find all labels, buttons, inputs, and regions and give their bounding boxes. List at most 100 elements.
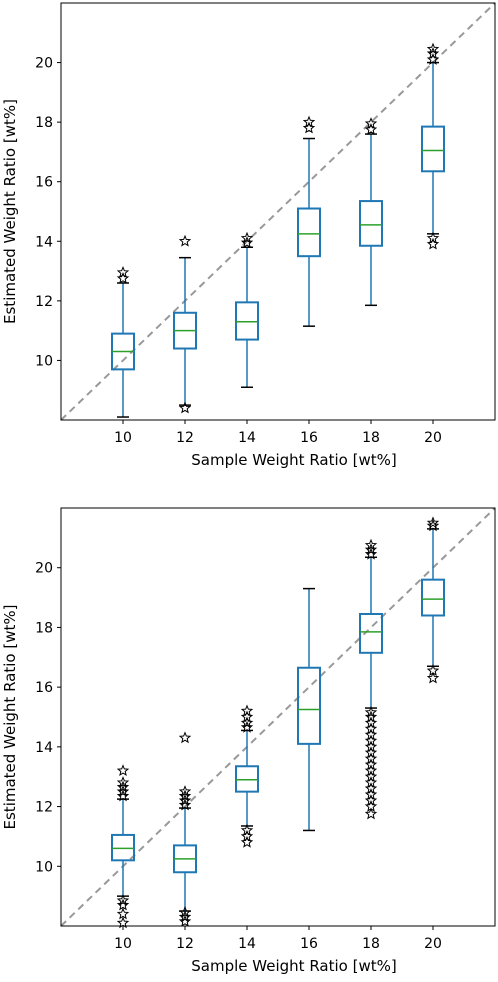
y-tick-label: 18 bbox=[35, 115, 53, 131]
y-tick-label: 20 bbox=[35, 56, 53, 72]
x-tick-label: 16 bbox=[300, 430, 318, 446]
x-tick-label: 12 bbox=[176, 430, 194, 446]
box-iqr bbox=[297, 207, 321, 258]
box-iqr bbox=[421, 125, 445, 173]
chart-panel-2: 10 12 14 16 18 20 10 12 14 16 18 20 Sample Weight Ra… bbox=[1, 507, 496, 975]
y-tick-label: 16 bbox=[35, 175, 53, 191]
outlier-point bbox=[364, 734, 378, 747]
outlier-point bbox=[240, 710, 254, 723]
outlier-point bbox=[178, 789, 192, 802]
outlier-point bbox=[364, 776, 378, 788]
outlier-point bbox=[116, 780, 130, 793]
plot-frame bbox=[60, 2, 496, 421]
box-iqr bbox=[359, 612, 383, 654]
box-10 bbox=[111, 764, 135, 929]
y-tick-label: 14 bbox=[35, 740, 53, 756]
outlier-point bbox=[364, 547, 378, 560]
outlier-point bbox=[364, 758, 378, 771]
outlier-point bbox=[178, 914, 192, 927]
outlier-point bbox=[240, 835, 254, 848]
outlier-point bbox=[240, 704, 254, 717]
outlier-point bbox=[116, 907, 130, 920]
x-tick-label: 20 bbox=[424, 936, 442, 952]
y-tick-label: 12 bbox=[35, 294, 53, 310]
outlier-point bbox=[240, 236, 254, 249]
outlier-point bbox=[364, 117, 378, 129]
outlier-point bbox=[116, 271, 130, 284]
reference-line-y-equals-x bbox=[60, 2, 496, 421]
outlier-point bbox=[178, 401, 192, 414]
outlier-point bbox=[178, 798, 192, 811]
x-tick-label: 14 bbox=[238, 936, 256, 952]
y-tick-label: 16 bbox=[35, 680, 53, 696]
outlier-point bbox=[116, 776, 130, 788]
outlier-point bbox=[364, 782, 378, 794]
x-tick-label: 18 bbox=[362, 430, 380, 446]
box-20 bbox=[421, 42, 445, 250]
outlier-point bbox=[364, 722, 378, 735]
x-tick-label: 16 bbox=[300, 936, 318, 952]
y-tick-label: 10 bbox=[35, 859, 53, 875]
outlier-point bbox=[426, 53, 440, 65]
y-tick-label: 12 bbox=[35, 800, 53, 816]
outlier-point bbox=[426, 516, 440, 529]
outlier-point bbox=[178, 906, 192, 918]
box-18 bbox=[359, 117, 383, 307]
y-tick-label: 18 bbox=[35, 620, 53, 636]
outlier-point bbox=[364, 746, 378, 759]
x-tick-label: 20 bbox=[424, 430, 442, 446]
outlier-point bbox=[178, 234, 192, 247]
outlier-point bbox=[364, 740, 378, 753]
outlier-point bbox=[426, 671, 440, 684]
box-20 bbox=[421, 516, 445, 684]
box-18 bbox=[359, 538, 383, 820]
outlier-point bbox=[426, 519, 440, 532]
outlier-point bbox=[302, 121, 316, 134]
x-tick-label: 10 bbox=[114, 430, 132, 446]
outlier-point bbox=[116, 898, 130, 911]
outlier-point bbox=[240, 823, 254, 836]
box-16 bbox=[297, 587, 321, 832]
box-12 bbox=[173, 234, 197, 414]
outlier-point bbox=[116, 266, 130, 278]
outlier-point bbox=[178, 910, 192, 923]
outlier-point bbox=[364, 788, 378, 800]
box-16 bbox=[297, 115, 321, 327]
outlier-point bbox=[364, 752, 378, 765]
outlier-point bbox=[240, 231, 254, 244]
outlier-point bbox=[178, 731, 192, 744]
outlier-point bbox=[364, 764, 378, 777]
x-axis-label: Sample Weight Ratio [wt%] bbox=[191, 957, 396, 975]
outlier-point bbox=[426, 42, 440, 55]
box-14 bbox=[235, 231, 259, 388]
outlier-point bbox=[116, 785, 130, 797]
outlier-point bbox=[364, 538, 378, 551]
plot-frame bbox=[60, 507, 496, 927]
y-tick-label: 20 bbox=[35, 561, 53, 577]
x-tick-label: 12 bbox=[176, 936, 194, 952]
box-14 bbox=[235, 704, 259, 848]
outlier-point bbox=[116, 789, 130, 802]
outlier-point bbox=[364, 807, 378, 820]
outlier-point bbox=[364, 716, 378, 729]
outlier-point bbox=[116, 916, 130, 929]
outlier-point bbox=[364, 705, 378, 718]
outlier-point bbox=[426, 664, 440, 677]
outlier-point bbox=[426, 237, 440, 250]
outlier-point bbox=[364, 794, 378, 806]
x-tick-label: 10 bbox=[114, 936, 132, 952]
box-10 bbox=[111, 266, 135, 418]
reference-line-y-equals-x bbox=[60, 507, 496, 927]
y-axis-label: Estimated Weight Ratio [wt%] bbox=[1, 99, 19, 324]
outlier-point bbox=[364, 800, 378, 812]
outlier-point bbox=[240, 720, 254, 733]
outlier-point bbox=[364, 543, 378, 556]
outlier-point bbox=[178, 785, 192, 797]
outlier-point bbox=[240, 829, 254, 842]
y-tick-label: 14 bbox=[35, 234, 53, 250]
y-axis-label: Estimated Weight Ratio [wt%] bbox=[1, 605, 19, 830]
chart-panel-1: 10 12 14 16 18 20 10 12 14 16 18 20 Sample Weight Ra… bbox=[1, 2, 496, 469]
x-tick-label: 14 bbox=[238, 430, 256, 446]
outlier-point bbox=[364, 710, 378, 723]
